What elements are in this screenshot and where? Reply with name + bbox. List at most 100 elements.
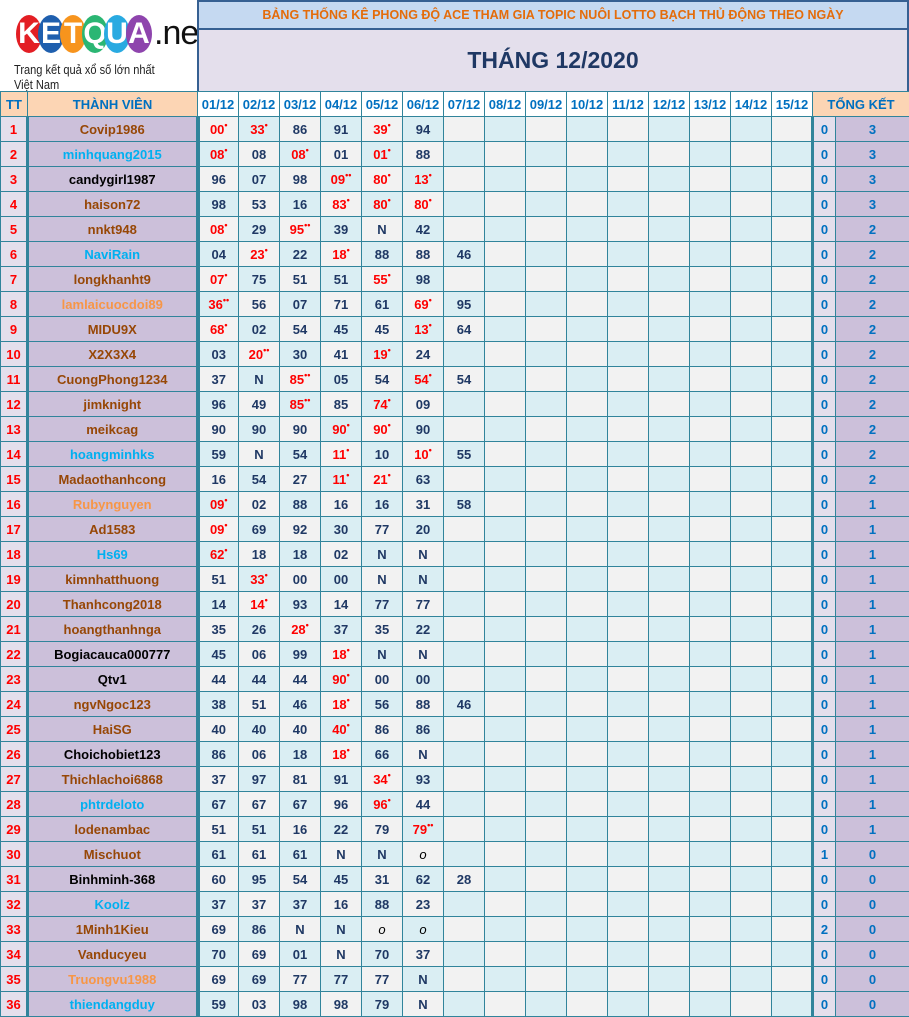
result-cell[interactable] — [443, 191, 485, 217]
result-cell[interactable]: 90 — [197, 416, 239, 442]
result-cell[interactable] — [689, 716, 731, 742]
result-cell[interactable] — [443, 916, 485, 942]
result-cell[interactable] — [689, 941, 731, 967]
result-cell[interactable] — [443, 216, 485, 242]
result-cell[interactable] — [484, 241, 526, 267]
result-cell[interactable]: 86 — [402, 716, 444, 742]
result-cell[interactable]: 85 — [320, 391, 362, 417]
result-cell[interactable] — [525, 941, 567, 967]
result-cell[interactable]: 96 — [320, 791, 362, 817]
result-cell[interactable]: 54 — [279, 316, 321, 342]
result-cell[interactable] — [525, 291, 567, 317]
result-cell[interactable] — [771, 566, 813, 592]
result-cell[interactable]: 59 — [197, 991, 239, 1017]
member-name[interactable]: Thichlachoi6868 — [27, 766, 200, 792]
result-cell[interactable]: 53 — [238, 191, 280, 217]
result-cell[interactable] — [607, 941, 649, 967]
result-cell[interactable]: 35 — [197, 616, 239, 642]
member-name[interactable]: jimknight — [27, 391, 200, 417]
result-cell[interactable] — [771, 866, 813, 892]
result-cell[interactable] — [607, 691, 649, 717]
result-cell[interactable] — [525, 216, 567, 242]
member-name[interactable]: HaiSG — [27, 716, 200, 742]
result-cell[interactable] — [443, 716, 485, 742]
result-cell[interactable]: 85•• — [279, 391, 321, 417]
result-cell[interactable]: 55• — [361, 266, 403, 292]
result-cell[interactable]: N — [402, 991, 444, 1017]
result-cell[interactable] — [443, 966, 485, 992]
result-cell[interactable]: 08 — [238, 141, 280, 167]
result-cell[interactable] — [525, 491, 567, 517]
result-cell[interactable] — [566, 716, 608, 742]
result-cell[interactable] — [484, 541, 526, 567]
result-cell[interactable]: 98 — [320, 991, 362, 1017]
result-cell[interactable]: 60 — [197, 866, 239, 892]
result-cell[interactable] — [566, 691, 608, 717]
result-cell[interactable] — [443, 566, 485, 592]
result-cell[interactable] — [730, 391, 772, 417]
result-cell[interactable]: 06 — [238, 741, 280, 767]
result-cell[interactable] — [689, 391, 731, 417]
result-cell[interactable]: 61 — [361, 291, 403, 317]
result-cell[interactable]: 44 — [279, 666, 321, 692]
result-cell[interactable]: 30 — [279, 341, 321, 367]
result-cell[interactable]: N — [402, 641, 444, 667]
result-cell[interactable] — [771, 266, 813, 292]
result-cell[interactable] — [525, 741, 567, 767]
result-cell[interactable] — [689, 766, 731, 792]
result-cell[interactable]: 07 — [279, 291, 321, 317]
result-cell[interactable] — [525, 416, 567, 442]
result-cell[interactable] — [648, 366, 690, 392]
result-cell[interactable] — [689, 141, 731, 167]
result-cell[interactable]: N — [361, 641, 403, 667]
result-cell[interactable]: 45 — [320, 866, 362, 892]
result-cell[interactable] — [607, 616, 649, 642]
result-cell[interactable]: 49 — [238, 391, 280, 417]
result-cell[interactable]: N — [320, 916, 362, 942]
result-cell[interactable]: 18• — [320, 741, 362, 767]
result-cell[interactable]: 61 — [279, 841, 321, 867]
result-cell[interactable] — [730, 341, 772, 367]
member-name[interactable]: MIDU9X — [27, 316, 200, 342]
result-cell[interactable] — [648, 266, 690, 292]
result-cell[interactable]: 18 — [238, 541, 280, 567]
result-cell[interactable] — [566, 616, 608, 642]
result-cell[interactable] — [525, 341, 567, 367]
result-cell[interactable] — [689, 166, 731, 192]
result-cell[interactable] — [607, 241, 649, 267]
result-cell[interactable] — [730, 641, 772, 667]
result-cell[interactable]: 74• — [361, 391, 403, 417]
member-name[interactable]: Thanhcong2018 — [27, 591, 200, 617]
member-name[interactable]: X2X3X4 — [27, 341, 200, 367]
result-cell[interactable]: 51 — [197, 566, 239, 592]
result-cell[interactable]: 33• — [238, 116, 280, 142]
result-cell[interactable] — [730, 141, 772, 167]
member-name[interactable]: phtrdeloto — [27, 791, 200, 817]
result-cell[interactable]: N — [361, 841, 403, 867]
result-cell[interactable] — [648, 991, 690, 1017]
result-cell[interactable]: 14• — [238, 591, 280, 617]
result-cell[interactable] — [730, 716, 772, 742]
result-cell[interactable] — [525, 241, 567, 267]
result-cell[interactable]: 90 — [402, 416, 444, 442]
result-cell[interactable] — [771, 591, 813, 617]
result-cell[interactable]: 81 — [279, 766, 321, 792]
result-cell[interactable] — [771, 616, 813, 642]
result-cell[interactable] — [443, 516, 485, 542]
result-cell[interactable] — [730, 766, 772, 792]
result-cell[interactable] — [689, 491, 731, 517]
result-cell[interactable] — [443, 666, 485, 692]
result-cell[interactable] — [443, 466, 485, 492]
result-cell[interactable]: 51 — [197, 816, 239, 842]
result-cell[interactable] — [730, 866, 772, 892]
result-cell[interactable]: 30 — [320, 516, 362, 542]
result-cell[interactable] — [648, 966, 690, 992]
result-cell[interactable]: 88 — [402, 141, 444, 167]
result-cell[interactable] — [525, 666, 567, 692]
result-cell[interactable] — [525, 691, 567, 717]
result-cell[interactable] — [566, 916, 608, 942]
result-cell[interactable]: 09•• — [320, 166, 362, 192]
result-cell[interactable] — [730, 816, 772, 842]
result-cell[interactable] — [648, 741, 690, 767]
result-cell[interactable] — [730, 916, 772, 942]
